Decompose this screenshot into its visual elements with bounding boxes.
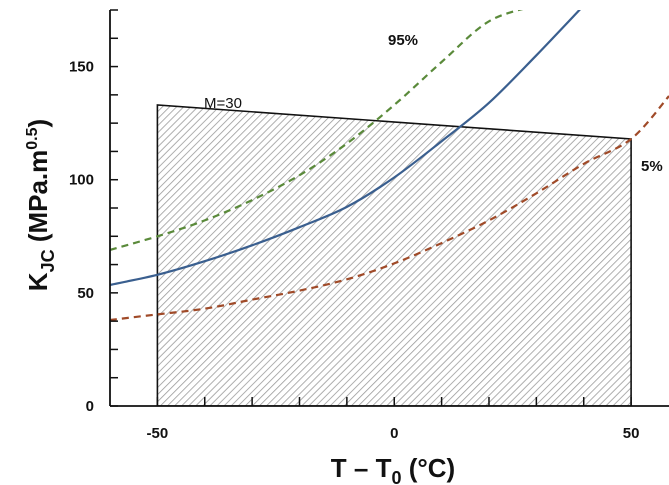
x-tick-label: 0 [390,425,398,442]
y-tick-label: 100 [69,172,94,189]
y-axis-title: KJC (MPa.m0.5) [23,119,58,291]
annotation-5pct: 5% [641,158,663,175]
hatched-region [156,104,632,406]
axes: 0 50 100 150 -50 0 50 [69,9,669,442]
plot-area [110,10,669,406]
x-tick-label: 50 [623,425,640,442]
annotation-95pct: 95% [388,32,418,49]
y-tick-label: 150 [69,59,94,76]
x-tick-label: -50 [147,425,169,442]
x-axis-title: T – T0 (°C) [331,453,455,485]
y-tick-label: 50 [77,285,94,302]
y-tick-label: 0 [86,398,94,415]
series-95pct-line [110,10,524,251]
series-median-line [110,10,581,286]
series-5pct-line [110,95,669,322]
annotation-m30: M=30 [204,95,242,112]
